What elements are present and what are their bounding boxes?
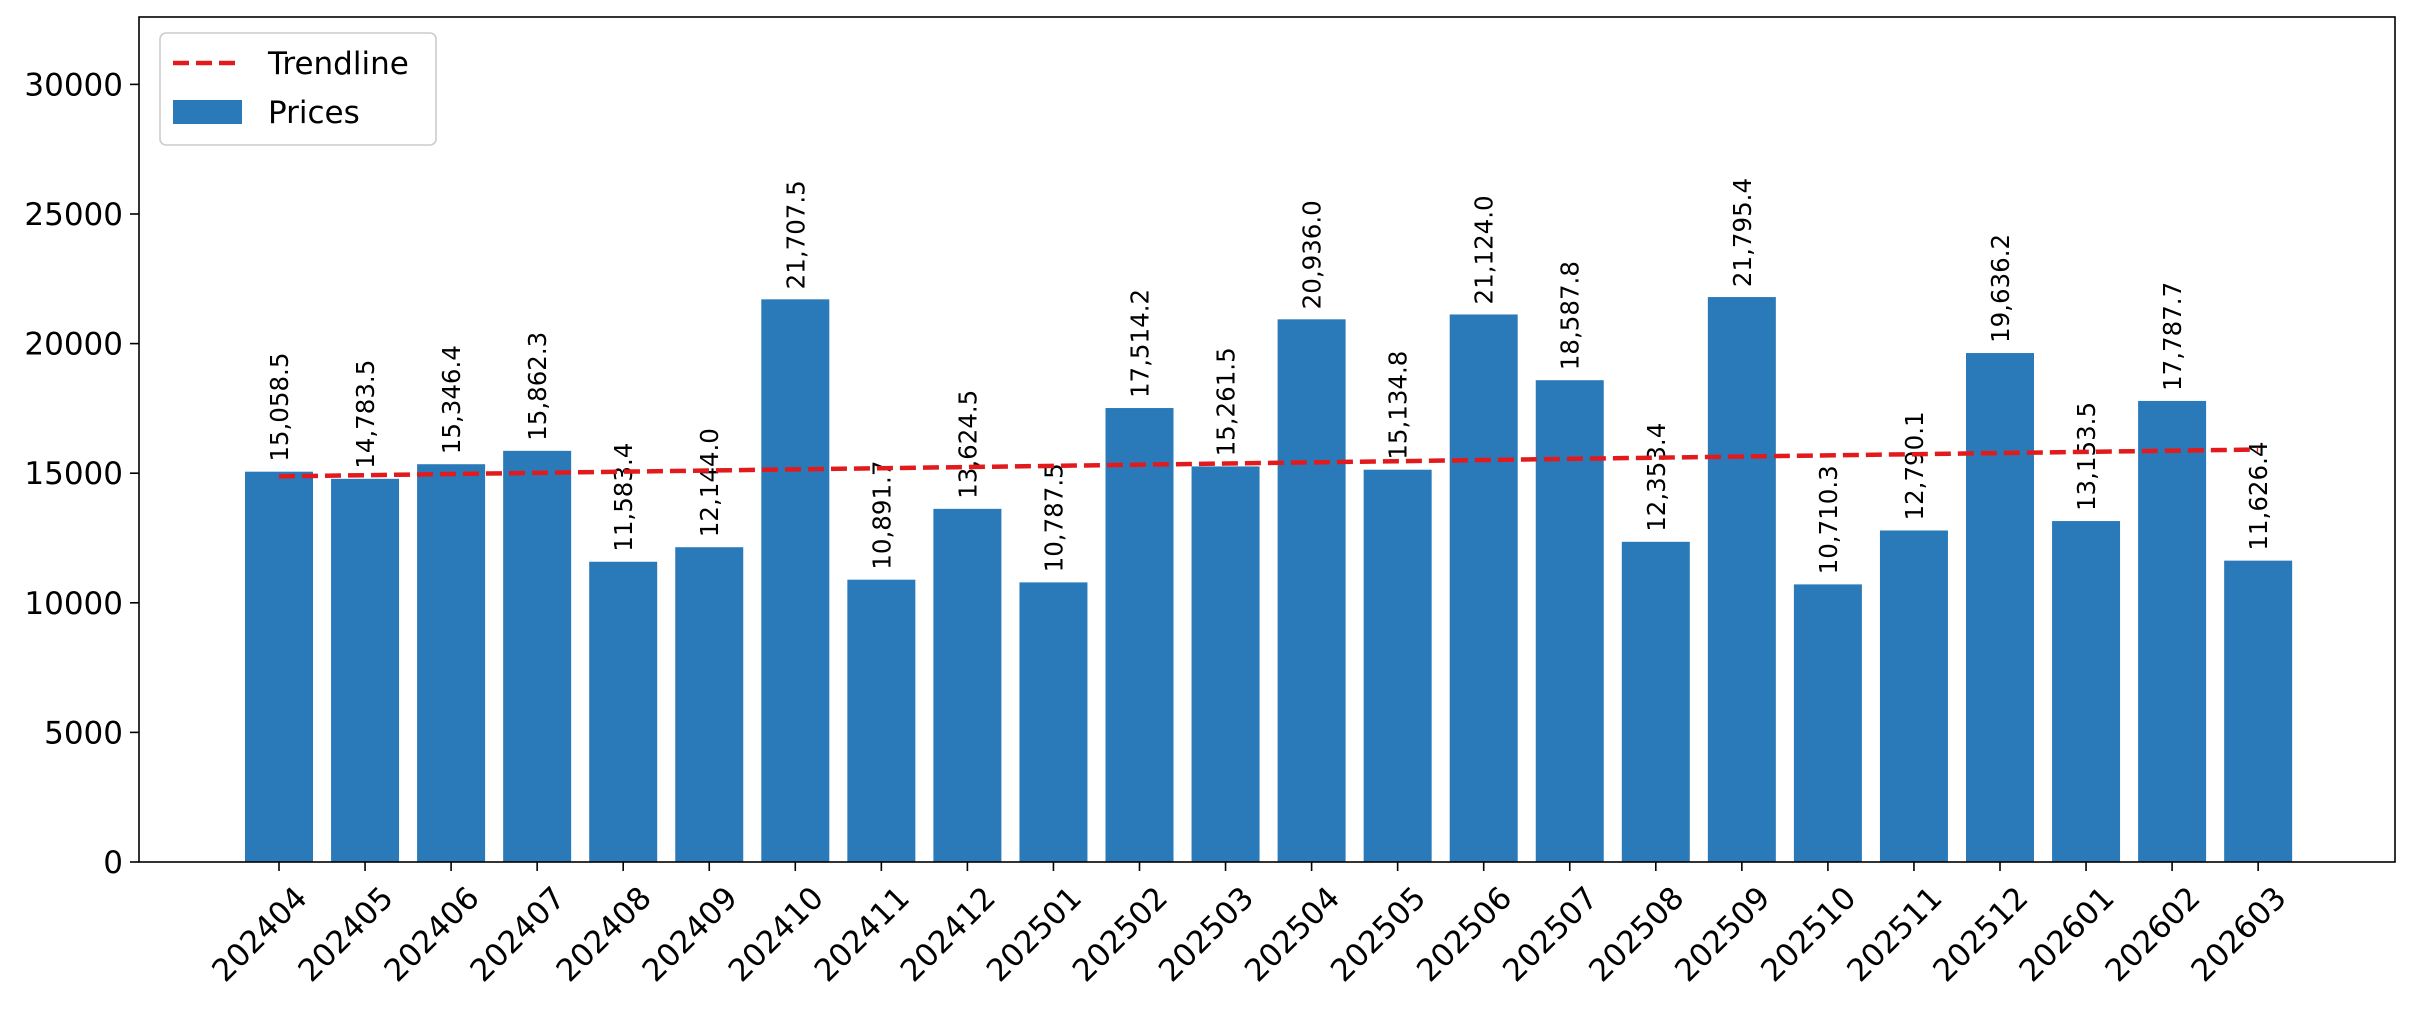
bar-value-label-202503: 15,261.5 [1212,347,1241,456]
bar-value-label-202404: 15,058.5 [265,353,294,462]
bar-value-label-202412: 13,624.5 [953,390,982,499]
bar-value-label-202509: 21,795.4 [1728,178,1757,287]
bar-value-label-202502: 17,514.2 [1126,289,1155,398]
trendline [278,447,2259,479]
legend-trendline-label: Trendline [267,46,409,82]
bar-value-label-202602: 17,787.7 [2158,282,2187,391]
y-tick-label-0: 0 [103,845,123,881]
x-tick-label-202602: 202602 [2098,880,2207,989]
bar-202409 [675,547,744,862]
x-tick-label-202508: 202508 [1582,880,1691,989]
x-tick-label-202405: 202405 [291,880,400,989]
bar-202408 [589,561,658,862]
x-tick-label-202603: 202603 [2185,880,2294,989]
bar-value-label-202504: 20,936.0 [1298,200,1327,309]
bar-202404 [245,471,313,862]
x-tick-label-202601: 202601 [2012,880,2121,989]
bar-value-label-202410: 21,707.5 [781,180,810,289]
y-tick-label-5000: 5000 [44,715,123,751]
bar-202511 [1879,530,1948,862]
bar-value-label-202603: 11,626.4 [2244,442,2273,551]
x-tick-label-202510: 202510 [1754,880,1863,989]
bar-202507 [1535,380,1604,862]
x-tick-label-202511: 202511 [1840,880,1949,989]
bar-202410 [761,299,830,862]
x-tick-label-202404: 202404 [205,880,314,989]
x-tick-label-202506: 202506 [1410,880,1519,989]
x-tick-label-202406: 202406 [377,880,486,989]
bar-value-label-202511: 12,790.1 [1900,411,1929,520]
bar-202512 [1966,353,2034,862]
bar-value-label-202411: 10,891.7 [867,461,896,570]
bar-value-label-202510: 10,710.3 [1814,465,1843,574]
bar-labels-layer: 15,058.5 14,783.5 15,346.4 15,862.3 11,583.4… [265,178,2273,574]
x-tick-label-202505: 202505 [1324,880,1433,989]
y-tick-label-30000: 30000 [24,67,123,103]
x-tick-label-202507: 202507 [1496,880,1605,989]
bar-202510 [1793,584,1862,862]
bar-value-label-202508: 12,353.4 [1642,423,1671,532]
bar-202509 [1707,297,1776,863]
y-tick-label-15000: 15000 [24,456,123,492]
bar-202407 [503,450,572,862]
bars-layer [245,297,2293,863]
bar-value-label-202407: 15,862.3 [523,332,552,441]
plot-frame [138,16,2396,863]
bar-202506 [1449,314,1518,863]
bar-202508 [1621,541,1690,862]
y-tick-label-10000: 10000 [24,586,123,622]
bar-value-label-202405: 14,783.5 [351,360,380,469]
x-tick-label-202408: 202408 [550,880,659,989]
bar-202504 [1277,319,1346,862]
x-tick-label-202504: 202504 [1238,880,1347,989]
bar-202405 [331,478,400,862]
x-tick-label-202411: 202411 [808,880,917,989]
bar-value-label-202406: 15,346.4 [437,345,466,454]
trendline-layer [278,447,2259,479]
bar-202406 [417,464,486,862]
legend-prices-swatch [173,100,242,124]
bar-202411 [847,579,916,862]
bar-value-label-202409: 12,144.0 [695,428,724,537]
bar-value-label-202601: 13,153.5 [2072,402,2101,511]
legend-prices-label: Prices [268,95,360,131]
bar-202503 [1191,466,1260,862]
x-tick-label-202412: 202412 [894,880,1003,989]
bar-value-label-202506: 21,124.0 [1470,195,1499,304]
bar-202505 [1363,469,1432,862]
x-tick-label-202501: 202501 [980,880,1089,989]
legend: Trendline Prices [159,32,437,146]
x-tick-label-202502: 202502 [1066,880,1175,989]
x-tick-label-202409: 202409 [636,880,745,989]
bar-202603 [2224,560,2293,862]
x-tick-label-202512: 202512 [1926,880,2035,989]
x-tick-label-202509: 202509 [1668,880,1777,989]
y-tick-label-20000: 20000 [24,327,123,363]
bar-value-label-202512: 19,636.2 [1986,234,2015,343]
bar-202601 [2052,521,2121,862]
y-tick-label-25000: 25000 [24,197,123,233]
bar-202412 [933,508,1002,862]
bar-202501 [1019,582,1088,862]
x-tick-label-202410: 202410 [722,880,831,989]
bar-value-label-202505: 15,134.8 [1384,351,1413,460]
bar-value-label-202507: 18,587.8 [1556,261,1585,370]
x-tick-label-202407: 202407 [464,880,573,989]
bar-202502 [1105,408,1174,862]
x-tick-label-202503: 202503 [1152,880,1261,989]
bar-value-label-202408: 11,583.4 [609,443,638,552]
bar-202602 [2138,400,2207,862]
bar-value-label-202501: 10,787.5 [1039,463,1068,572]
